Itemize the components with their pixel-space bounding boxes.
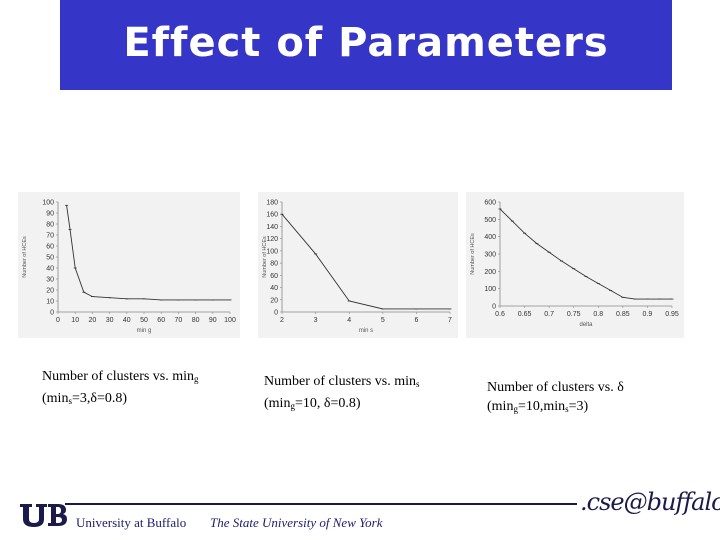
y-tick-label: 80 — [270, 261, 278, 268]
caption-delta: δ — [323, 396, 331, 411]
x-axis-label: min s — [359, 328, 373, 334]
title-bar: Effect of Parameters — [60, 0, 672, 90]
chart-min-g-svg: 0 10 20 30 40 50 60 70 80 90 100 0 10 20 30 40 50 60 70 80 9… — [22, 200, 236, 335]
chart-delta: 0 100 200 300 400 500 600 0.6 0.65 0.7 0.75 0.8 0.85… — [466, 192, 684, 338]
caption-sub: g — [290, 401, 295, 411]
y-axis-label: Number of HCEs — [470, 233, 476, 275]
cse-buffalo-logo: .cse@buffalo — [580, 488, 720, 516]
page-title: Effect of Parameters — [123, 20, 609, 66]
y-tick-label: 0 — [274, 310, 278, 317]
x-tick-label: 0.75 — [567, 311, 581, 318]
y-tick-label: 60 — [270, 273, 278, 280]
x-tick-label: 20 — [89, 317, 97, 324]
caption-text: =3, — [71, 391, 91, 406]
y-tick-label: 50 — [46, 255, 54, 262]
footer-university: University at Buffalo — [76, 515, 187, 530]
x-tick-label: 0.85 — [616, 311, 630, 318]
chart-min-s: 0 20 40 60 80 100 120 140 160 180 2 3 4 5 6 7 min s Numbe… — [258, 192, 458, 338]
x-tick-label: 3 — [314, 317, 318, 324]
y-tick-label: 30 — [46, 277, 54, 284]
x-tick-label: 90 — [209, 317, 217, 324]
x-tick-label: 40 — [123, 317, 131, 324]
chart-min-g: 0 10 20 30 40 50 60 70 80 90 100 0 10 20 30 40 50 60 70 80 9… — [18, 192, 240, 338]
x-tick-label: 50 — [140, 317, 148, 324]
y-tick-label: 160 — [266, 212, 278, 219]
caption-text: =0.8) — [96, 391, 128, 406]
y-tick-label: 40 — [46, 266, 54, 273]
y-tick-label: 80 — [46, 222, 54, 229]
y-tick-label: 100 — [42, 200, 54, 207]
x-axis-label: min g — [137, 328, 152, 334]
y-tick-label: 400 — [484, 234, 496, 241]
y-tick-label: 180 — [266, 200, 278, 207]
caption-delta: δ — [90, 391, 97, 406]
y-tick-label: 120 — [266, 236, 278, 243]
x-tick-label: 0.8 — [593, 311, 603, 318]
caption-text: =10, — [294, 396, 321, 411]
x-tick-label: 0.65 — [518, 311, 532, 318]
x-tick-label: 30 — [106, 317, 114, 324]
caption-text: (min — [487, 399, 514, 414]
y-tick-label: 70 — [46, 233, 54, 240]
x-tick-label: 10 — [71, 317, 79, 324]
caption-sub: s — [416, 379, 420, 389]
caption-text: Number of clusters vs. min — [264, 374, 417, 389]
caption-sub: s — [68, 396, 72, 406]
caption-sub: g — [513, 404, 518, 414]
y-tick-label: 200 — [484, 269, 496, 276]
series-line — [281, 213, 450, 310]
y-tick-label: 600 — [484, 200, 496, 207]
ub-logo-icon — [20, 504, 67, 527]
chart-delta-svg: 0 100 200 300 400 500 600 0.6 0.65 0.7 0.75 0.8 0.85… — [470, 200, 679, 329]
y-tick-label: 20 — [270, 297, 278, 304]
caption-text: Number of clusters vs. — [487, 380, 614, 395]
footer-divider — [65, 503, 577, 505]
caption-text: (min — [42, 391, 69, 406]
caption-min-g: Number of clusters vs. ming (mins=3,δ=0.… — [42, 367, 199, 411]
y-tick-label: 300 — [484, 252, 496, 259]
y-tick-label: 60 — [46, 244, 54, 251]
x-tick-label: 5 — [381, 317, 385, 324]
y-tick-label: 500 — [484, 217, 496, 224]
caption-text: =3) — [568, 399, 589, 414]
caption-text: =10,min — [517, 399, 566, 414]
caption-delta: Number of clusters vs. δ (ming=10,mins=3… — [487, 378, 624, 419]
y-tick-label: 0 — [50, 310, 54, 317]
chart-min-s-svg: 0 20 40 60 80 100 120 140 160 180 2 3 4 5 6 7 min s Numbe… — [262, 200, 452, 335]
y-tick-label: 140 — [266, 224, 278, 231]
y-tick-label: 20 — [46, 288, 54, 295]
x-tick-label: 0.6 — [495, 311, 505, 318]
x-tick-label: 0 — [56, 317, 60, 324]
y-tick-label: 0 — [492, 304, 496, 311]
caption-text: Number of clusters vs. min — [42, 369, 195, 384]
x-tick-label: 0.7 — [544, 311, 554, 318]
x-axis-label: delta — [579, 322, 593, 328]
series-line — [499, 208, 672, 300]
x-tick-label: 60 — [157, 317, 165, 324]
x-tick-label: 0.9 — [643, 311, 653, 318]
y-tick-label: 100 — [484, 286, 496, 293]
y-axis-label: Number of HCEs — [262, 236, 268, 278]
y-tick-label: 40 — [270, 285, 278, 292]
footer-state-university: The State University of New York — [210, 515, 383, 530]
caption-sub: s — [565, 404, 569, 414]
x-tick-label: 6 — [414, 317, 418, 324]
series-line — [66, 205, 230, 301]
x-tick-label: 0.95 — [665, 311, 679, 318]
y-axis-label: Number of HCEs — [22, 236, 28, 278]
x-tick-label: 100 — [224, 317, 236, 324]
caption-delta: δ — [617, 380, 624, 395]
y-tick-label: 100 — [266, 248, 278, 255]
x-tick-label: 80 — [192, 317, 200, 324]
y-tick-label: 90 — [46, 211, 54, 218]
caption-text: =0.8) — [330, 396, 361, 411]
caption-text: (min — [264, 396, 291, 411]
y-tick-label: 10 — [46, 299, 54, 306]
x-tick-label: 2 — [280, 317, 284, 324]
caption-sub: g — [194, 374, 199, 384]
caption-min-s: Number of clusters vs. mins (ming=10, δ=… — [264, 372, 420, 416]
x-tick-label: 7 — [448, 317, 452, 324]
x-tick-label: 4 — [347, 317, 351, 324]
x-tick-label: 70 — [175, 317, 183, 324]
